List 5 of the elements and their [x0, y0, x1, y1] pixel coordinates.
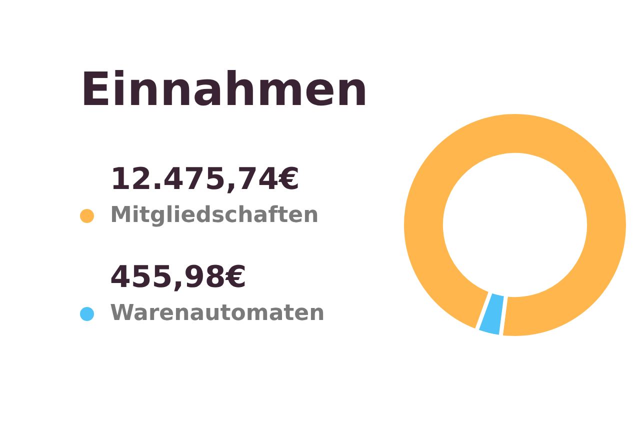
data-label: 12.475,74€: [110, 161, 301, 199]
legend-label: Mitgliedschaften: [110, 202, 320, 230]
data-label: 455,98€: [110, 259, 248, 297]
legend-label: Warenautomaten: [110, 300, 325, 328]
chart-title: Einnahmen: [80, 62, 368, 116]
